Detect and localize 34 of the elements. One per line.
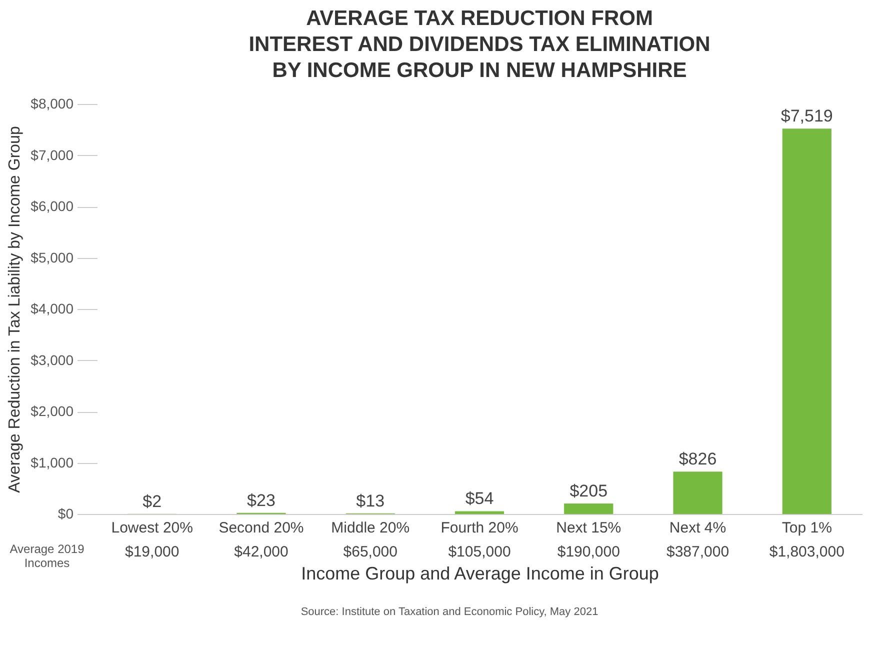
text: AVERAGE TAX REDUCTION FROM — [306, 7, 653, 30]
x-tick-label: Next 4% $387,000 — [666, 520, 730, 560]
source-note: Source: Institute on Taxation and Economic Policy, May 2021 — [300, 606, 598, 618]
x-tick-label: Fourth 20% $105,000 — [440, 520, 518, 560]
y-tick-label: $6,000 — [30, 198, 74, 214]
x-tick-label: Second 20% $42,000 — [218, 520, 304, 560]
y-tick-label: $2,000 — [30, 403, 74, 419]
y-tick-label: $5,000 — [30, 249, 74, 266]
y-tick-label: $8,000 — [30, 96, 74, 112]
bar — [673, 472, 722, 514]
data-label: $2 — [142, 492, 162, 511]
bar — [564, 503, 614, 514]
data-label: $13 — [356, 491, 385, 510]
x-tick-label: Lowest 20% $19,000 — [111, 520, 193, 560]
y-tick-label: $3,000 — [30, 352, 74, 368]
x-axis-title: Income Group and Average Income in Group — [301, 564, 659, 584]
x-tick-label: Top 1% $1,803,000 — [769, 520, 844, 560]
y-axis-title: Average Reduction in Tax Liability by Income Group — [6, 126, 24, 493]
y-tick-label: $1,000 — [30, 454, 74, 470]
x-tick-label: Middle 20% $65,000 — [331, 520, 410, 560]
data-label: $205 — [570, 481, 608, 500]
text: BY INCOME GROUP IN NEW HAMPSHIRE — [272, 59, 687, 82]
data-label: $54 — [465, 489, 494, 508]
bar — [454, 511, 504, 514]
bar — [782, 128, 832, 514]
y-tick-label: $7,000 — [30, 146, 74, 163]
text: Average 2019 Incomes — [10, 542, 85, 570]
data-label: $7,519 — [780, 106, 833, 126]
data-label: $23 — [247, 490, 276, 510]
data-label: $826 — [678, 450, 717, 469]
text: INTEREST AND DIVIDENDS TAX ELIMINATION — [248, 33, 710, 56]
y-tick-label: $0 — [58, 506, 74, 522]
y-tick-label: $4,000 — [30, 300, 74, 316]
x-tick-label: Next 15% $190,000 — [556, 520, 622, 560]
